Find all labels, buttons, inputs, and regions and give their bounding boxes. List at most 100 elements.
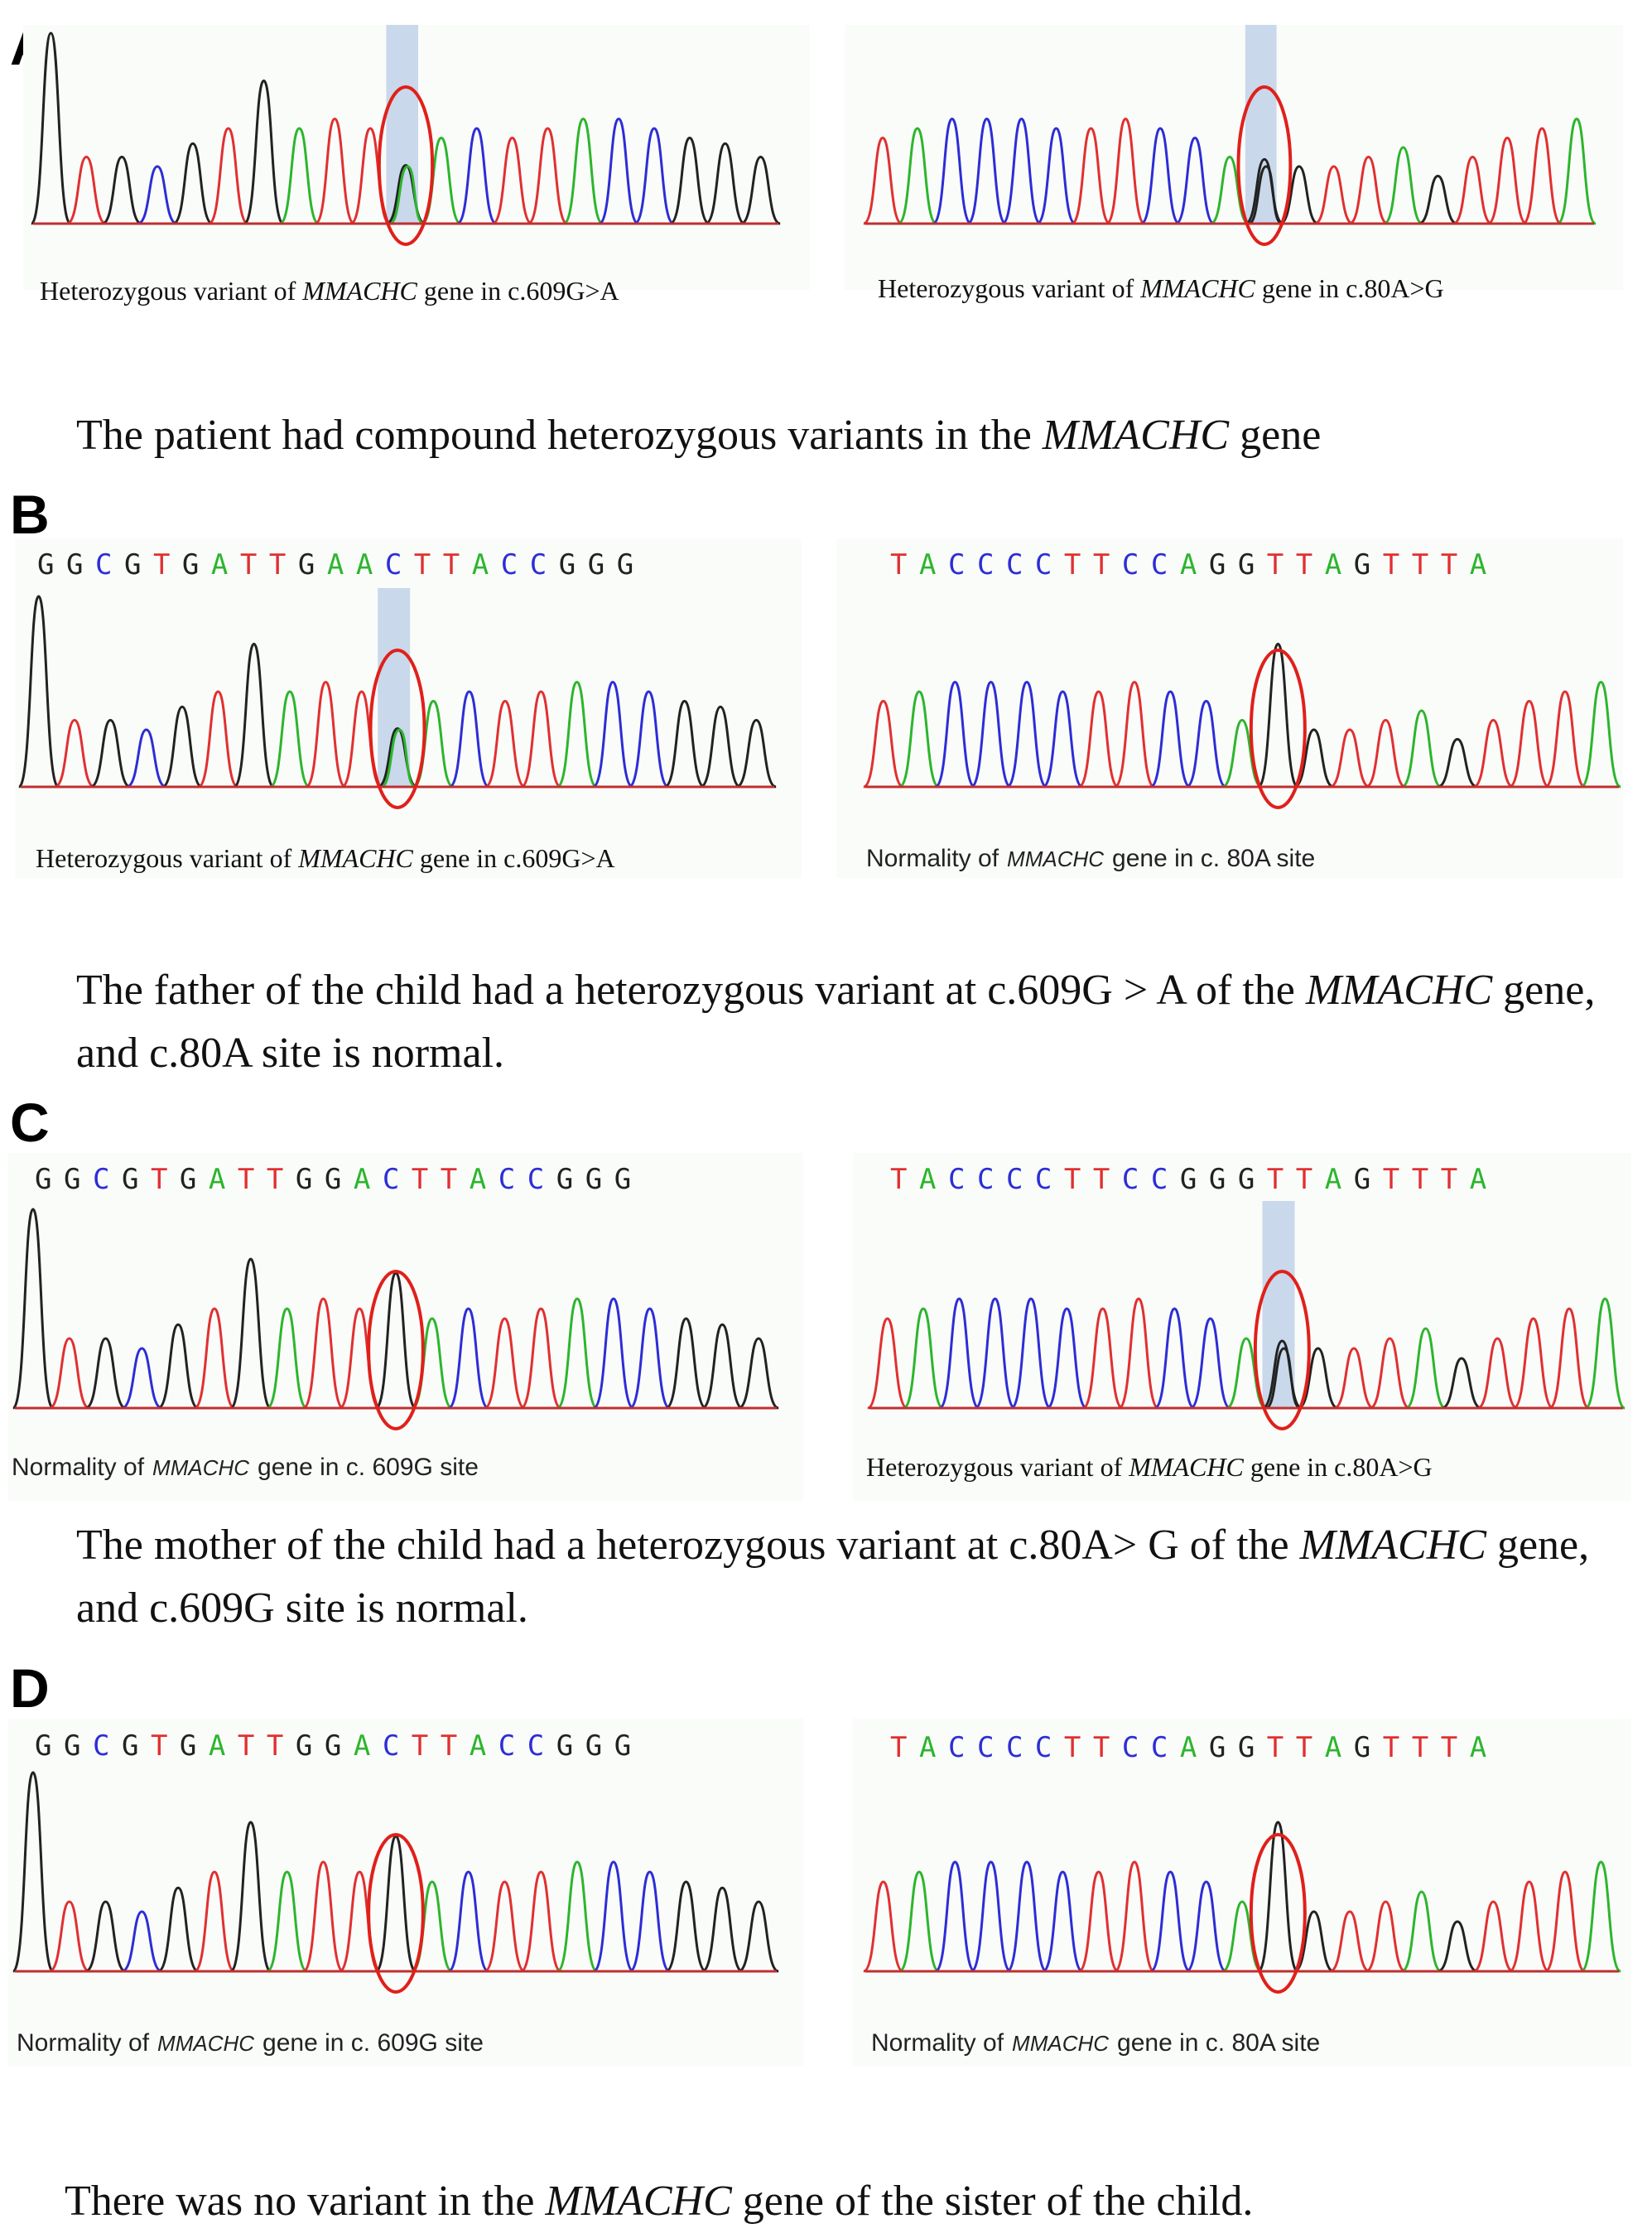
trace-peak <box>484 1880 526 1973</box>
trace-peak <box>1557 117 1597 225</box>
trace-peak <box>556 680 598 789</box>
nucleotide-letter: C <box>94 548 124 581</box>
trace-peak <box>1314 165 1354 225</box>
trace-peak <box>447 1870 489 1973</box>
nucleotide-letter: T <box>1382 1163 1412 1196</box>
chromatogram-a-right <box>863 25 1597 246</box>
nucleotide-letter: T <box>239 548 269 581</box>
nucleotide-letter: T <box>1063 1163 1093 1196</box>
nucleotide-letter: T <box>1063 1731 1093 1764</box>
nucleotide-letter: T <box>1266 1163 1296 1196</box>
trace-peak-secondary <box>1248 165 1283 225</box>
trace-peak <box>592 1860 634 1973</box>
trace-peak <box>1149 690 1191 789</box>
trace-peak <box>598 117 639 225</box>
trace-peak <box>1401 709 1442 789</box>
trace-peak <box>898 690 940 789</box>
nucleotide-letter: T <box>1295 548 1325 581</box>
trace-peak <box>1154 1307 1195 1410</box>
trace-peak <box>1149 1870 1191 1973</box>
trace-peak <box>1042 1870 1083 1973</box>
nucleotide-letter: C <box>1005 1731 1035 1764</box>
trace-peak <box>592 680 633 789</box>
nucleotide-letter: G <box>35 1163 64 1196</box>
trace-peak <box>903 1307 944 1410</box>
nucleotide-letter: T <box>1092 1731 1122 1764</box>
caption-b-left: Heterozygous variant of MMACHC gene in c… <box>36 843 615 873</box>
nucleotide-letter: C <box>947 548 977 581</box>
sequence-c-right: TACCCCTTCCGGGTTAGTTTA <box>890 1163 1499 1196</box>
nucleotide-letter: G <box>1208 1163 1238 1196</box>
trace-peak <box>48 1337 90 1410</box>
nucleotide-letter: G <box>556 1729 585 1763</box>
trace-peak <box>208 127 249 225</box>
trace-peak <box>137 165 178 225</box>
nucleotide-letter: C <box>382 1163 412 1196</box>
nucleotide-letter: T <box>150 1163 180 1196</box>
nucleotide-letter: C <box>976 1731 1006 1764</box>
trace-peak <box>1418 174 1458 225</box>
trace-peak <box>1405 1327 1447 1410</box>
nucleotide-letter: T <box>1266 548 1296 581</box>
nucleotide-letter: C <box>1005 548 1035 581</box>
trace-peak <box>197 690 238 789</box>
trace-peak <box>1544 690 1586 789</box>
nucleotide-letter: G <box>121 1163 151 1196</box>
nucleotide-letter: T <box>1092 1163 1122 1196</box>
trace-peak <box>194 1870 235 1973</box>
variant-circle <box>367 1833 425 1994</box>
nucleotide-letter: C <box>1150 1163 1180 1196</box>
trace-peak <box>1221 718 1263 789</box>
trace-peak <box>1522 127 1562 225</box>
nucleotide-letter: T <box>1411 1731 1441 1764</box>
trace-peak <box>1114 1860 1155 1973</box>
nucleotide-letter: T <box>890 1163 919 1196</box>
trace-peak <box>1175 136 1215 225</box>
caption-c-left: Normality of MMACHC gene in c. 609G site <box>12 1454 479 1481</box>
trace-peak <box>17 595 60 789</box>
trace-peak <box>449 690 490 789</box>
trace-peak <box>1441 1357 1482 1410</box>
sequence-c-left: GGCGTGATTGGACTTACCGGG <box>35 1163 643 1196</box>
variant-circle <box>1236 85 1293 246</box>
nucleotide-letter: G <box>585 1163 614 1196</box>
trace-peak <box>1333 1347 1375 1410</box>
trace-peak <box>1584 1297 1626 1410</box>
caption-d-right: Normality of MMACHC gene in c. 80A site <box>871 2029 1321 2057</box>
nucleotide-letter: T <box>1411 1163 1441 1196</box>
trace-peak <box>243 79 285 225</box>
variant-circle <box>1249 1833 1307 1994</box>
trace-peak <box>314 117 355 225</box>
trace-peak <box>738 1900 779 1973</box>
trace-peak <box>701 1886 744 1973</box>
trace-peak <box>1042 690 1083 789</box>
chromatogram-panel-c-left <box>8 1153 803 1501</box>
trace-peak <box>1437 1920 1478 1973</box>
trace-peak <box>932 117 972 225</box>
trace-peak <box>484 699 526 789</box>
nucleotide-letter: T <box>1266 1731 1296 1764</box>
nucleotide-letter: G <box>179 1163 209 1196</box>
trace-peak <box>84 1337 127 1410</box>
trace-peak <box>1369 1337 1410 1410</box>
nucleotide-letter: G <box>556 1163 585 1196</box>
trace-peak-secondary <box>389 165 425 225</box>
nucleotide-letter: A <box>353 1729 383 1763</box>
trace-peak <box>665 1317 707 1410</box>
trace-peak <box>1257 642 1299 789</box>
nucleotide-letter: T <box>411 1163 441 1196</box>
trace-peak <box>934 1860 975 1973</box>
trace-peak <box>269 690 311 789</box>
nucleotide-letter: A <box>1469 1731 1499 1764</box>
nucleotide-letter: T <box>268 548 298 581</box>
caption-d-left: Normality of MMACHC gene in c. 609G site <box>17 2029 484 2057</box>
chromatogram-b-left <box>17 588 777 809</box>
nucleotide-letter: C <box>498 1163 527 1196</box>
nucleotide-letter: T <box>1382 1731 1412 1764</box>
trace-peak <box>266 1870 308 1973</box>
nucleotide-letter: T <box>440 1729 470 1763</box>
chromatogram-b-right <box>863 642 1621 809</box>
trace-peak <box>738 1337 779 1410</box>
nucleotide-letter: C <box>1034 548 1064 581</box>
nucleotide-letter: T <box>890 1731 919 1764</box>
